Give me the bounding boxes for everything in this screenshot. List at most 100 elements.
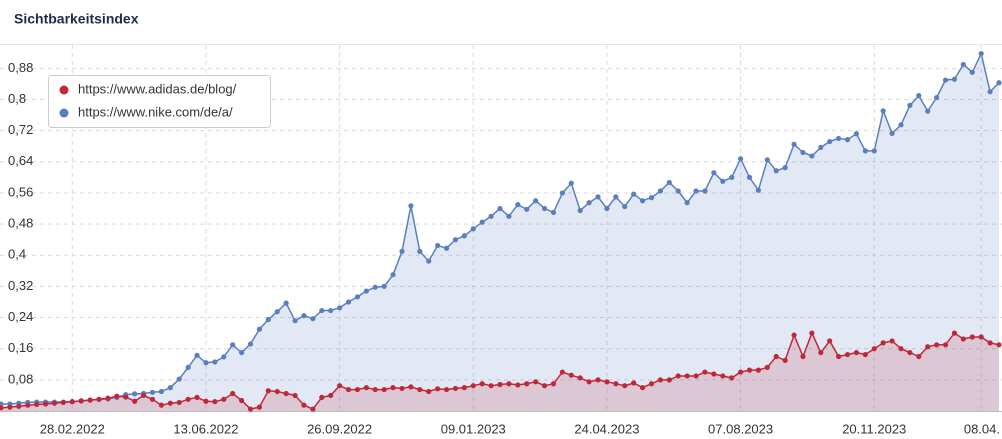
data-point (809, 153, 815, 159)
data-point (666, 377, 672, 383)
y-tick-label: 0,72 (8, 122, 33, 137)
data-point (862, 351, 868, 358)
legend-label: https://www.adidas.de/blog/ (78, 81, 237, 96)
data-point (898, 346, 904, 352)
data-point (622, 383, 628, 389)
data-point (880, 108, 886, 114)
data-point (497, 381, 503, 388)
x-tick-label: 26.09.2022 (307, 421, 372, 436)
data-point (889, 130, 895, 136)
data-point (577, 207, 583, 214)
data-point (132, 398, 138, 404)
data-point (996, 342, 1002, 348)
data-point (390, 385, 396, 391)
data-point (301, 402, 307, 408)
data-point (862, 148, 868, 154)
data-point (586, 379, 592, 385)
data-point (942, 77, 949, 83)
data-point (283, 300, 289, 306)
data-point (693, 188, 699, 194)
data-point (488, 213, 494, 219)
data-point (132, 391, 138, 397)
data-point (898, 122, 904, 128)
data-point (435, 242, 441, 249)
y-tick-label: 0,16 (8, 340, 33, 355)
y-tick-label: 0,56 (8, 184, 33, 199)
data-point (568, 180, 574, 186)
data-point (25, 402, 31, 408)
data-point (844, 137, 851, 143)
data-point (337, 383, 343, 389)
data-point (639, 198, 646, 204)
data-point (381, 283, 387, 290)
data-point (951, 76, 958, 82)
data-point (470, 226, 476, 232)
data-point (238, 397, 245, 404)
data-point (755, 187, 762, 193)
data-point (123, 394, 129, 400)
data-point (925, 344, 931, 350)
data-point (773, 353, 779, 360)
data-point (479, 219, 485, 225)
data-point (782, 165, 788, 171)
data-point (987, 340, 993, 346)
data-point (836, 135, 842, 142)
data-point (657, 188, 663, 194)
data-point (916, 353, 922, 360)
y-tick-label: 0,32 (8, 278, 33, 293)
data-point (390, 272, 396, 278)
data-point (363, 385, 369, 391)
y-tick-label: 0,4 (8, 247, 26, 262)
data-point (604, 205, 610, 212)
data-point (203, 398, 209, 404)
data-point (7, 404, 13, 410)
data-point (533, 198, 539, 204)
data-point (586, 200, 592, 206)
data-point (613, 194, 619, 200)
data-point (140, 392, 147, 399)
data-point (720, 178, 726, 184)
data-point (622, 203, 628, 210)
data-point (238, 349, 245, 356)
data-point (675, 373, 681, 379)
y-tick-label: 0,08 (8, 371, 33, 386)
data-point (559, 369, 565, 375)
data-point (328, 307, 334, 314)
data-point (167, 400, 173, 406)
data-point (426, 388, 432, 395)
data-point (488, 383, 494, 389)
data-point (87, 397, 93, 403)
data-point (746, 367, 753, 373)
data-point (773, 168, 779, 174)
data-point (408, 384, 414, 390)
data-point (639, 385, 646, 391)
data-point (328, 392, 334, 399)
data-point (452, 385, 459, 392)
data-point (292, 318, 298, 324)
data-point (720, 373, 726, 379)
data-point (996, 80, 1002, 86)
data-point (684, 200, 690, 206)
x-tick-label: 08.04. (964, 421, 1000, 436)
data-point (470, 383, 476, 389)
data-point (541, 205, 548, 212)
data-point (247, 341, 254, 347)
data-point (158, 388, 164, 395)
data-point (176, 399, 182, 406)
legend-marker (59, 85, 69, 95)
data-point (782, 357, 788, 363)
data-point (827, 338, 833, 344)
data-point (417, 248, 423, 254)
data-point (648, 195, 655, 201)
data-point (265, 388, 271, 394)
data-point (319, 307, 325, 314)
data-point (426, 258, 432, 264)
data-point (443, 386, 450, 393)
data-point (461, 233, 467, 239)
data-point (274, 388, 280, 395)
data-point (310, 406, 316, 412)
data-point (443, 245, 450, 251)
data-point (648, 381, 655, 387)
data-point (853, 349, 860, 356)
